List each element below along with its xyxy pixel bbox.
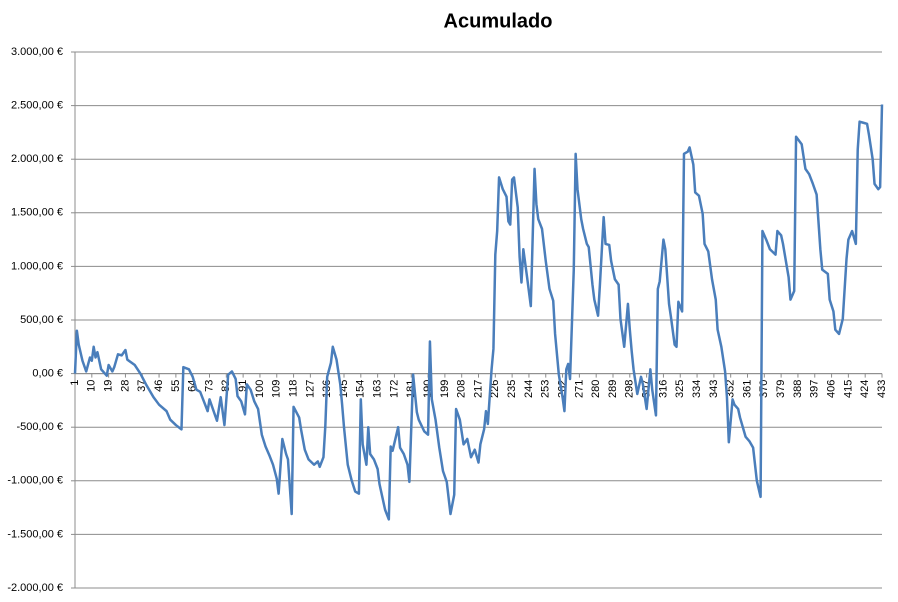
x-tick-label: 334 (691, 380, 703, 398)
x-tick-label: 388 (792, 380, 804, 398)
y-tick-label: 1.500,00 € (11, 207, 63, 219)
x-tick-label: 271 (573, 380, 585, 398)
x-tick-label: 73 (203, 380, 215, 392)
x-tick-label: 100 (254, 380, 266, 398)
x-tick-label: 235 (506, 380, 518, 398)
y-tick-label: -1.500,00 € (7, 528, 63, 540)
x-tick-label: 172 (388, 380, 400, 398)
y-tick-label: 0,00 € (32, 368, 63, 380)
x-tick-label: 289 (607, 380, 619, 398)
x-tick-label: 280 (590, 380, 602, 398)
y-tick-label: 3.000,00 € (11, 46, 63, 58)
data-line (73, 104, 884, 521)
y-tick-label: -1.000,00 € (7, 475, 63, 487)
x-tick-label: 379 (775, 380, 787, 398)
x-tick-label: 415 (842, 380, 854, 398)
y-tick-label: -500,00 € (17, 421, 63, 433)
x-tick-label: 199 (439, 380, 451, 398)
x-tick-label: 55 (170, 380, 182, 392)
x-tick-label: 244 (523, 380, 535, 398)
y-tick-label: 2.000,00 € (11, 153, 63, 165)
x-tick-label: 424 (859, 380, 871, 398)
x-tick-label: 1 (69, 380, 81, 386)
chart-title: Acumulado (444, 10, 553, 32)
x-tick-label: 253 (540, 380, 552, 398)
x-tick-label: 208 (456, 380, 468, 398)
y-tick-label: -2.000,00 € (7, 582, 63, 594)
x-tick-label: 226 (489, 380, 501, 398)
x-tick-label: 217 (472, 380, 484, 398)
x-tick-label: 325 (674, 380, 686, 398)
x-tick-label: 397 (809, 380, 821, 398)
x-tick-label: 118 (287, 380, 299, 398)
x-tick-label: 433 (876, 380, 888, 398)
x-tick-label: 370 (758, 380, 770, 398)
y-tick-label: 500,00 € (20, 314, 63, 326)
x-tick-label: 406 (825, 380, 837, 398)
x-tick-label: 343 (708, 380, 720, 398)
x-tick-label: 316 (657, 380, 669, 398)
x-tick-label: 109 (271, 380, 283, 398)
x-tick-label: 154 (355, 380, 367, 398)
x-tick-label: 127 (304, 380, 316, 398)
x-tick-label: 46 (153, 380, 165, 392)
x-tick-label: 19 (103, 380, 115, 392)
x-tick-label: 10 (86, 380, 98, 392)
y-tick-label: 2.500,00 € (11, 100, 63, 112)
x-tick-label: 163 (372, 380, 384, 398)
y-tick-label: 1.000,00 € (11, 260, 63, 272)
x-tick-label: 298 (624, 380, 636, 398)
x-tick-label: 361 (741, 380, 753, 398)
x-tick-label: 28 (119, 380, 131, 392)
